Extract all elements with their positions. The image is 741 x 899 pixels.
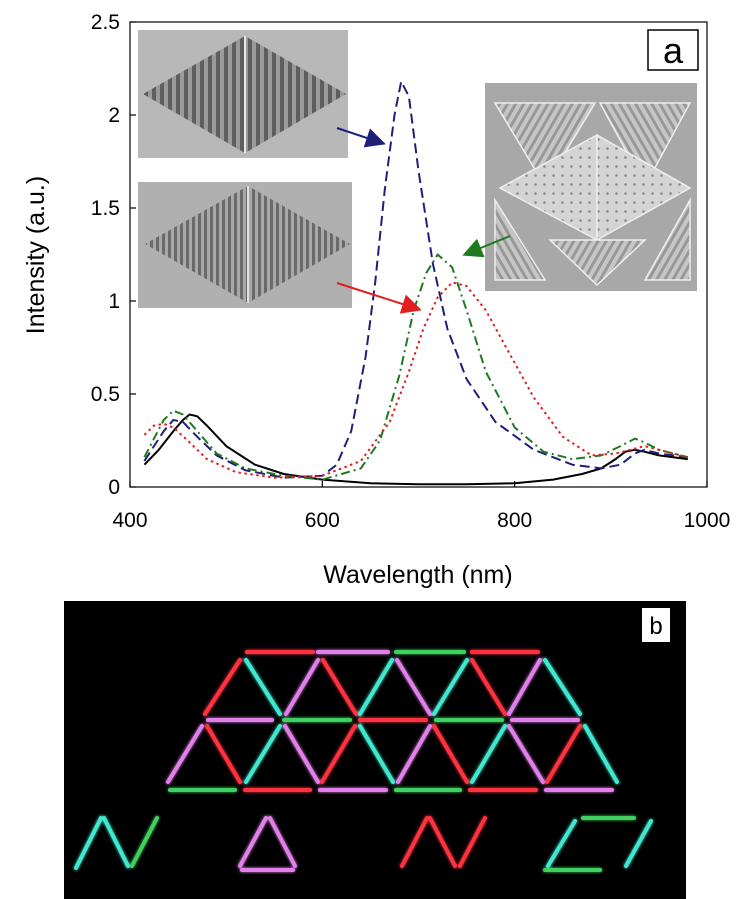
glowing-rod-37 [74, 816, 103, 870]
series-layer [143, 80, 689, 486]
series-line-4 [143, 281, 689, 479]
panel-b-label: b [649, 613, 662, 640]
glowing-rod-21 [244, 724, 282, 784]
panel-a-label: a [663, 30, 684, 71]
glowing-rod-43 [400, 816, 429, 868]
series-line-3 [143, 253, 689, 481]
glowing-rod-23 [320, 724, 357, 784]
panel-a-label-box [647, 29, 699, 71]
glowing-rod-10 [432, 658, 469, 716]
glowing-rod-11 [470, 658, 507, 716]
glowing-rod-49 [624, 819, 653, 868]
x-tick-label-3: 1000 [684, 509, 731, 532]
panel-a-chart: 400 600 800 1000 0 0.5 1 1.5 2 2.5 a Wavelength (… [22, 11, 730, 589]
x-tick-label-1: 600 [305, 509, 340, 532]
glowing-rod-4 [203, 658, 242, 716]
arrow-icon-blue [336, 127, 386, 148]
glowing-rod-9 [395, 658, 432, 716]
glowing-rod-28 [507, 724, 545, 784]
rod-array [74, 650, 653, 872]
y-axis-label: Intensity (a.u.) [22, 176, 50, 334]
arrow-icon-green [462, 235, 511, 258]
glowing-rod-27 [470, 724, 507, 784]
glowing-rod-41 [268, 816, 297, 868]
glowing-rod-6 [284, 658, 320, 716]
series-line-2 [143, 80, 688, 479]
glowing-rod-20 [205, 724, 242, 784]
series-line-1 [143, 413, 688, 486]
x-axis-label: Wavelength (nm) [323, 561, 512, 589]
glowing-rod-19 [166, 724, 204, 784]
arrow-icon-red [336, 282, 422, 314]
y-tick-label-2: 1 [108, 290, 120, 313]
glowing-rod-44 [428, 816, 457, 868]
glowing-rod-38 [102, 816, 130, 868]
x-tick-label-2: 800 [497, 509, 532, 532]
y-tick-label-1: 0.5 [91, 383, 120, 406]
glowing-rod-30 [583, 724, 619, 784]
glowing-rod-26 [432, 724, 469, 784]
glowing-rod-24 [358, 724, 395, 784]
x-tick-label-0: 400 [112, 509, 147, 532]
panel-b-image: b [64, 601, 686, 899]
glowing-rod-40 [238, 816, 268, 868]
glowing-rod-25 [396, 724, 432, 784]
glowing-rod-45 [458, 816, 487, 868]
y-tick-label-5: 2.5 [91, 11, 120, 34]
glowing-rod-8 [358, 658, 394, 716]
glowing-rod-12 [507, 658, 542, 716]
axis-layer: 400 600 800 1000 0 0.5 1 1.5 2 2.5 [91, 11, 731, 532]
y-tick-label-3: 1.5 [91, 197, 120, 220]
glowing-rod-47 [546, 819, 577, 868]
glowing-rod-29 [545, 724, 582, 784]
glowing-rod-5 [244, 658, 282, 716]
glowing-rod-39 [130, 816, 159, 868]
glowing-rod-13 [543, 658, 582, 716]
y-tick-label-0: 0 [108, 476, 120, 499]
glowing-rod-22 [283, 724, 320, 784]
y-tick-label-4: 2 [108, 104, 120, 127]
panel-b-label-box [642, 608, 670, 642]
sem-inset-triangle-array [485, 83, 697, 291]
glowing-rod-7 [321, 658, 358, 716]
sem-inset-rhombus-bottom [138, 182, 352, 308]
sem-inset-rhombus-top [138, 30, 348, 158]
